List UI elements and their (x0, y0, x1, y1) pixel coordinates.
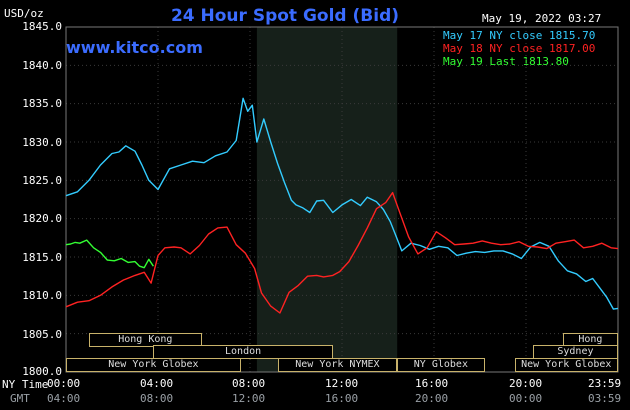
nymex-shaded-region (256, 27, 398, 372)
y-tick-label: 1805.0 (22, 328, 62, 341)
series-line-2 (65, 239, 154, 269)
session-box: New York Globex (514, 358, 618, 372)
y-tick-label: 1820.0 (22, 212, 62, 225)
x-axis-ny-label: NY Time (2, 378, 49, 391)
x-tick-ny: 04:00 (140, 377, 174, 390)
unit-label: USD/oz (4, 7, 44, 20)
session-box: Sydney (532, 345, 618, 359)
x-tick-gmt: 00:00 (509, 392, 543, 405)
x-tick-gmt: 12:00 (232, 392, 266, 405)
x-axis-gmt-label: GMT (10, 392, 30, 405)
session-box: London (153, 345, 333, 359)
plot-border (65, 26, 619, 373)
x-tick-gmt: 16:00 (325, 392, 359, 405)
x-tick-gmt: 03:59 (588, 392, 622, 405)
y-tick-label: 1840.0 (22, 59, 62, 72)
timestamp: May 19, 2022 03:27 (482, 12, 602, 25)
chart-title: 24 Hour Spot Gold (Bid) (170, 6, 400, 26)
y-tick-label: 1825.0 (22, 174, 62, 187)
x-tick-gmt: 04:00 (47, 392, 81, 405)
x-tick-ny: 08:00 (232, 377, 266, 390)
y-tick-label: 1815.0 (22, 251, 62, 264)
legend-entry-may18: May 18 NY close 1817.00 (443, 42, 596, 55)
legend-entry-may17: May 17 NY close 1815.70 (443, 29, 596, 42)
session-box: NY Globex (397, 358, 485, 372)
y-tick-label: 1800.0 (22, 365, 62, 378)
session-box: New York Globex (66, 358, 241, 372)
x-tick-ny: 00:00 (47, 377, 81, 390)
y-tick-label: 1835.0 (22, 97, 62, 110)
x-tick-ny: 12:00 (325, 377, 359, 390)
series-line-1 (65, 191, 619, 314)
x-tick-ny: 16:00 (415, 377, 449, 390)
x-tick-gmt: 08:00 (140, 392, 174, 405)
y-tick-label: 1830.0 (22, 136, 62, 149)
session-box: Hong Kong (89, 333, 202, 347)
site-link[interactable]: www.kitco.com (66, 38, 203, 57)
x-tick-gmt: 20:00 (415, 392, 449, 405)
x-tick-ny: 23:59 (588, 377, 622, 390)
y-tick-label: 1810.0 (22, 289, 62, 302)
session-box: New York NYMEX (277, 358, 398, 372)
x-tick-ny: 20:00 (509, 377, 543, 390)
y-tick-label: 1845.0 (22, 20, 62, 33)
legend-entry-may19: May 19 Last 1813.80 (443, 55, 569, 68)
